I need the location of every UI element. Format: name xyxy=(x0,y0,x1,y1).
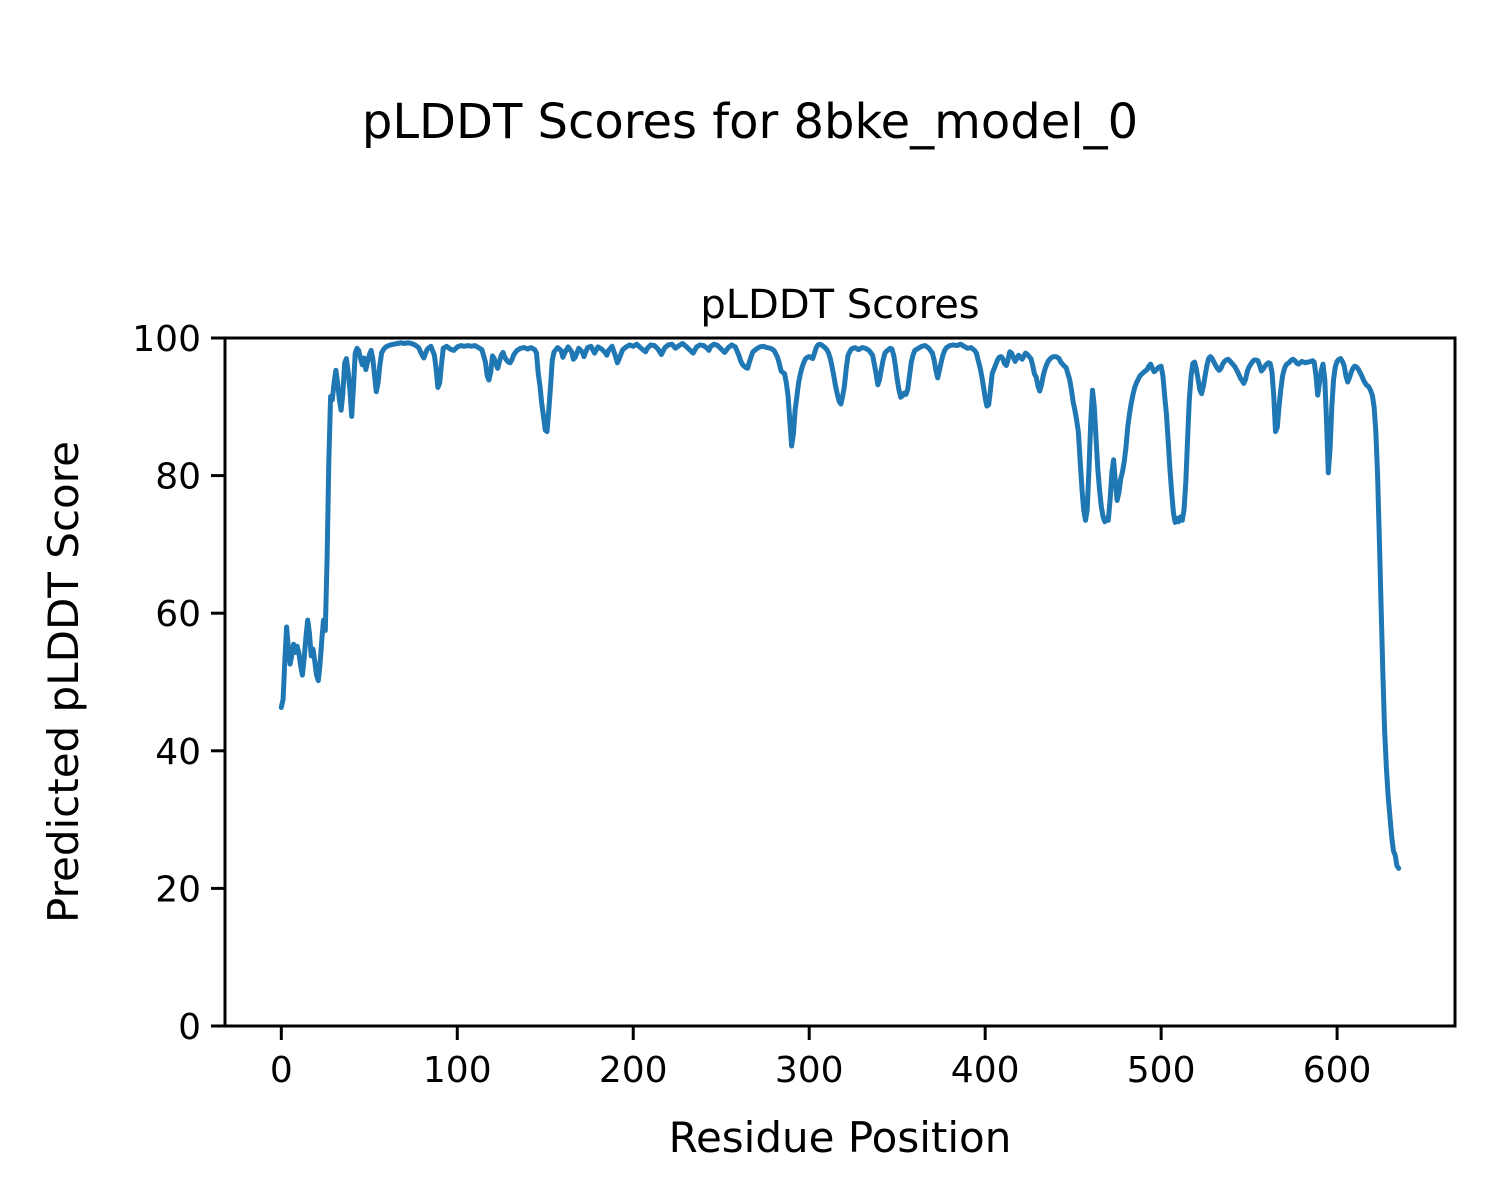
y-tick-label: 80 xyxy=(155,457,201,498)
y-tick-label: 0 xyxy=(178,1007,201,1048)
x-tick-label: 100 xyxy=(423,1050,492,1091)
y-tick-label: 40 xyxy=(155,732,201,773)
x-axis-ticks: 0 100 200 300 400 500 600 xyxy=(270,1026,1372,1091)
y-tick-label: 100 xyxy=(132,319,201,360)
y-tick-label: 60 xyxy=(155,594,201,635)
x-tick-label: 600 xyxy=(1303,1050,1372,1091)
y-axis-label: Predicted pLDDT Score xyxy=(39,441,88,923)
axes-title: pLDDT Scores xyxy=(700,282,979,328)
plot-border xyxy=(223,336,1457,1028)
y-axis-ticks: 0 20 40 60 80 100 xyxy=(132,319,225,1048)
pLDDT-series-line xyxy=(278,340,1402,871)
x-tick-label: 400 xyxy=(951,1050,1020,1091)
x-tick-label: 300 xyxy=(775,1050,844,1091)
x-tick-label: 500 xyxy=(1127,1050,1196,1091)
figure-suptitle: pLDDT Scores for 8bke_model_0 xyxy=(362,94,1138,150)
x-tick-label: 0 xyxy=(270,1050,293,1091)
x-tick-label: 200 xyxy=(599,1050,668,1091)
x-axis-label: Residue Position xyxy=(669,1113,1012,1162)
y-tick-label: 20 xyxy=(155,869,201,910)
